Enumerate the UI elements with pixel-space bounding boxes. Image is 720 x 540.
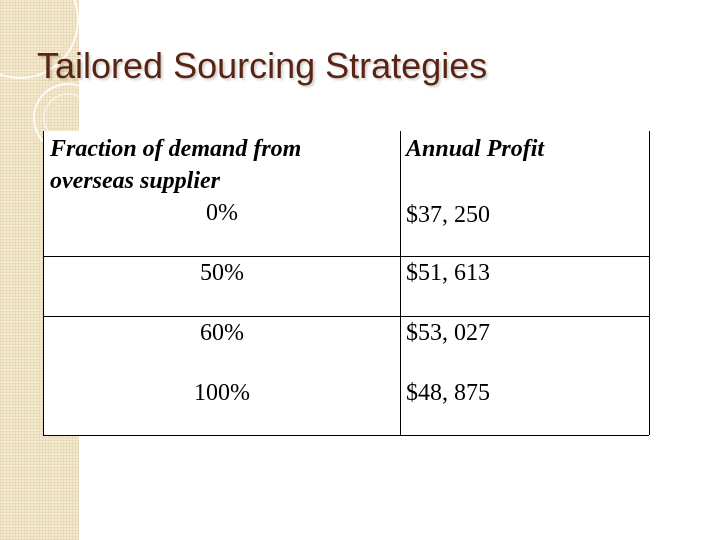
header-annual-profit: Annual Profit bbox=[406, 136, 545, 162]
profit-cell: $53, 027 bbox=[406, 320, 490, 346]
fraction-cell: 60% bbox=[200, 320, 244, 346]
profit-table: Fraction of demand from overseas supplie… bbox=[43, 131, 650, 436]
header-fraction-line1: Fraction of demand from bbox=[50, 136, 302, 162]
profit-cell: $51, 613 bbox=[406, 260, 490, 286]
fraction-cell: 50% bbox=[200, 260, 244, 286]
fraction-cell: 0% bbox=[206, 200, 238, 226]
profit-cell: $48, 875 bbox=[406, 380, 490, 406]
profit-cell: $37, 250 bbox=[406, 202, 490, 228]
table-row-divider bbox=[44, 256, 650, 257]
slide-title: Tailored Sourcing Strategies bbox=[37, 45, 488, 86]
fraction-cell: 100% bbox=[194, 380, 250, 406]
table-column-divider bbox=[400, 131, 401, 435]
header-fraction-line2: overseas supplier bbox=[50, 168, 220, 194]
table-row-divider bbox=[44, 316, 650, 317]
table-right-border bbox=[649, 131, 650, 435]
